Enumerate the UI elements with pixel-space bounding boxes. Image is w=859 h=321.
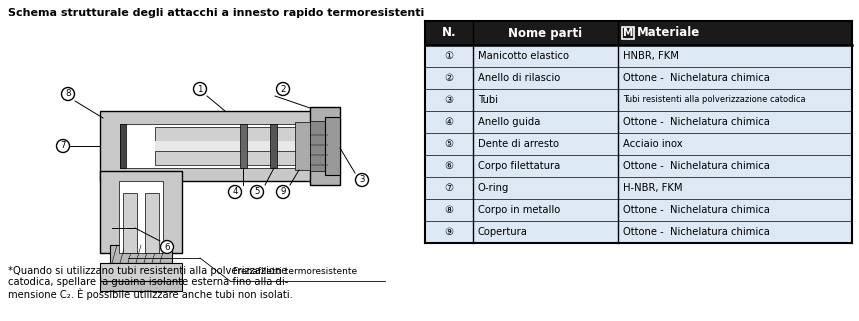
- Text: catodica, spellare la guaina isolante esterna fino alla di-: catodica, spellare la guaina isolante es…: [8, 277, 289, 287]
- Bar: [425, 21, 852, 45]
- Text: Tubi: Tubi: [478, 95, 498, 105]
- Bar: [295, 122, 310, 170]
- Text: Ottone -  Nichelatura chimica: Ottone - Nichelatura chimica: [623, 205, 770, 215]
- Text: Frenafiletti termoresistente: Frenafiletti termoresistente: [233, 267, 357, 276]
- Circle shape: [193, 82, 206, 96]
- Bar: [425, 89, 852, 111]
- Bar: [425, 133, 852, 155]
- Bar: [425, 45, 852, 67]
- Text: ①: ①: [444, 51, 454, 61]
- Bar: [155, 141, 300, 151]
- Bar: [270, 124, 277, 168]
- Bar: [425, 177, 852, 199]
- Text: HNBR, FKM: HNBR, FKM: [623, 51, 679, 61]
- Bar: [425, 67, 852, 89]
- Text: Tubi resistenti alla polverizzazione catodica: Tubi resistenti alla polverizzazione cat…: [623, 96, 806, 105]
- Text: Anello guida: Anello guida: [478, 117, 540, 127]
- Text: Corpo filettatura: Corpo filettatura: [478, 161, 560, 171]
- Bar: [240, 124, 247, 168]
- Circle shape: [57, 140, 70, 152]
- Text: ②: ②: [444, 73, 454, 83]
- Text: Ottone -  Nichelatura chimica: Ottone - Nichelatura chimica: [623, 117, 770, 127]
- Text: Ottone -  Nichelatura chimica: Ottone - Nichelatura chimica: [623, 161, 770, 171]
- Bar: [425, 111, 852, 133]
- Text: Corpo in metallo: Corpo in metallo: [478, 205, 560, 215]
- Text: Nome parti: Nome parti: [509, 27, 582, 39]
- Bar: [325, 117, 340, 175]
- Bar: [155, 127, 300, 141]
- Bar: [310, 121, 328, 171]
- Bar: [155, 151, 300, 165]
- Text: H-NBR, FKM: H-NBR, FKM: [623, 183, 683, 193]
- Bar: [123, 193, 137, 253]
- Bar: [110, 245, 172, 263]
- Text: 9: 9: [280, 187, 286, 196]
- Bar: [425, 199, 852, 221]
- Circle shape: [251, 186, 264, 198]
- Circle shape: [277, 186, 289, 198]
- Text: Materiale: Materiale: [637, 27, 700, 39]
- Bar: [100, 281, 182, 291]
- Text: Acciaio inox: Acciaio inox: [623, 139, 683, 149]
- Text: Copertura: Copertura: [478, 227, 528, 237]
- Bar: [120, 124, 305, 168]
- Text: 6: 6: [164, 242, 170, 251]
- Text: 5: 5: [254, 187, 259, 196]
- Circle shape: [62, 88, 75, 100]
- Text: ⑥: ⑥: [444, 161, 454, 171]
- Text: ⑦: ⑦: [444, 183, 454, 193]
- Bar: [119, 181, 163, 253]
- Text: Ottone -  Nichelatura chimica: Ottone - Nichelatura chimica: [623, 73, 770, 83]
- Text: O-ring: O-ring: [478, 183, 509, 193]
- Text: N.: N.: [442, 27, 456, 39]
- Text: ⑨: ⑨: [444, 227, 454, 237]
- Text: *Quando si utilizzano tubi resistenti alla polverizzazione: *Quando si utilizzano tubi resistenti al…: [8, 266, 288, 276]
- Text: 3: 3: [359, 176, 365, 185]
- Text: Ottone -  Nichelatura chimica: Ottone - Nichelatura chimica: [623, 227, 770, 237]
- Bar: [100, 111, 330, 181]
- Text: 1: 1: [198, 84, 203, 93]
- Bar: [425, 155, 852, 177]
- Bar: [120, 124, 126, 168]
- Bar: [145, 193, 159, 253]
- Text: Manicotto elastico: Manicotto elastico: [478, 51, 569, 61]
- Text: 4: 4: [232, 187, 238, 196]
- Text: Anello di rilascio: Anello di rilascio: [478, 73, 560, 83]
- Circle shape: [161, 240, 174, 254]
- Bar: [425, 221, 852, 243]
- Text: 2: 2: [280, 84, 286, 93]
- Text: ③: ③: [444, 95, 454, 105]
- Text: Dente di arresto: Dente di arresto: [478, 139, 559, 149]
- Text: ⑧: ⑧: [444, 205, 454, 215]
- Bar: [622, 27, 634, 39]
- Circle shape: [356, 173, 369, 187]
- Text: Schema strutturale degli attacchi a innesto rapido termoresistenti: Schema strutturale degli attacchi a inne…: [8, 8, 424, 18]
- Circle shape: [277, 82, 289, 96]
- Bar: [100, 171, 182, 253]
- Text: ④: ④: [444, 117, 454, 127]
- Bar: [100, 263, 182, 281]
- Circle shape: [228, 186, 241, 198]
- Text: ⑤: ⑤: [444, 139, 454, 149]
- Bar: [310, 107, 340, 185]
- Text: mensione C₂. È possibile utilizzare anche tubi non isolati.: mensione C₂. È possibile utilizzare anch…: [8, 288, 293, 300]
- Text: 8: 8: [65, 90, 70, 99]
- Text: 7: 7: [60, 142, 66, 151]
- Text: M: M: [623, 28, 633, 38]
